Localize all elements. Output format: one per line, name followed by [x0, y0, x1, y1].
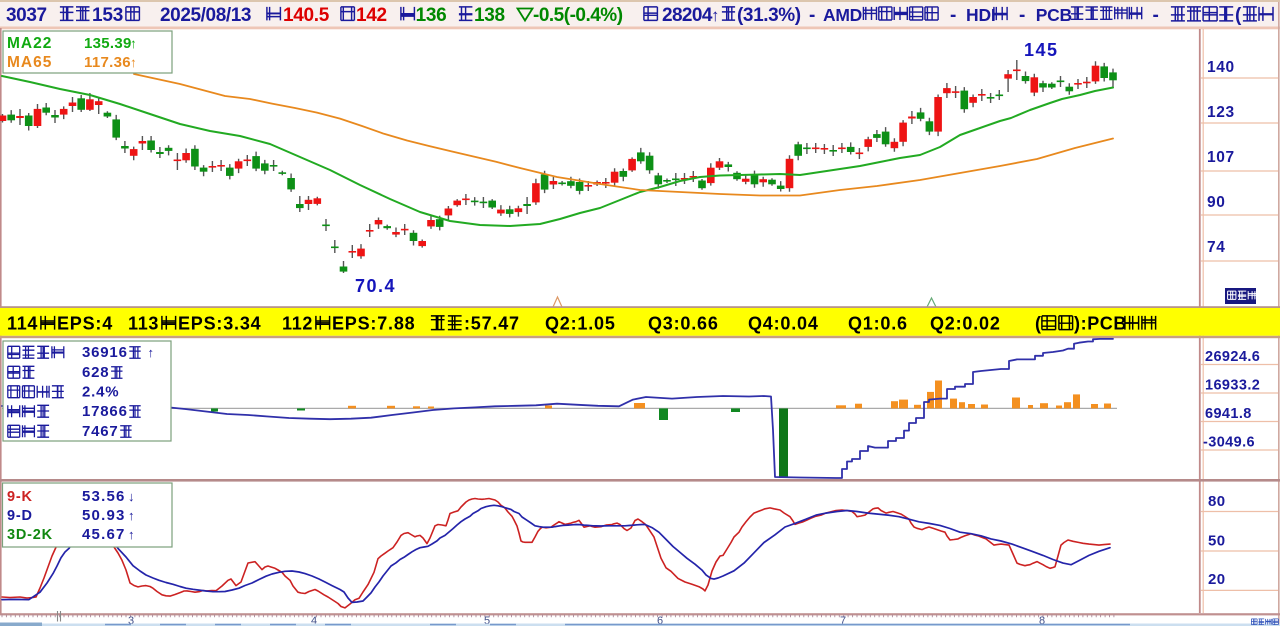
svg-text:17866: 17866: [82, 403, 128, 420]
svg-text:MA22: MA22: [7, 35, 52, 52]
svg-text:-: -: [809, 5, 815, 26]
svg-text:HDI: HDI: [966, 5, 996, 25]
svg-text:↑: ↑: [148, 345, 155, 360]
svg-text:↑: ↑: [130, 55, 137, 70]
svg-text:MA65: MA65: [7, 54, 52, 71]
svg-text:(: (: [1035, 314, 1041, 334]
svg-text:):PCB: ):PCB: [1074, 314, 1127, 334]
svg-text:50: 50: [1208, 533, 1226, 550]
svg-text:-0.5(-0.4%): -0.5(-0.4%): [533, 5, 623, 26]
svg-text:9-D: 9-D: [7, 508, 33, 524]
svg-text:4: 4: [311, 615, 317, 626]
svg-text:80: 80: [1208, 493, 1226, 510]
svg-text:↑: ↑: [130, 36, 137, 51]
svg-text:26924.6: 26924.6: [1205, 349, 1260, 365]
svg-text:Q2:0.02: Q2:0.02: [930, 314, 1001, 334]
svg-text:7467: 7467: [82, 423, 119, 440]
svg-text:45.67: 45.67: [82, 526, 126, 543]
svg-text:2025/08/13: 2025/08/13: [160, 5, 251, 26]
svg-text:136: 136: [416, 5, 447, 26]
svg-text:6: 6: [657, 615, 663, 626]
svg-text:-: -: [1153, 5, 1159, 26]
svg-text:Q3:0.66: Q3:0.66: [648, 314, 719, 334]
svg-text:↑: ↑: [711, 6, 720, 25]
svg-text:36916: 36916: [82, 344, 128, 361]
svg-text:53.56: 53.56: [82, 488, 126, 505]
svg-text:Q4:0.04: Q4:0.04: [748, 314, 819, 334]
svg-text:↑: ↑: [128, 508, 135, 523]
svg-text:113: 113: [128, 314, 159, 334]
svg-text:90: 90: [1207, 194, 1225, 211]
svg-text:↑: ↑: [128, 527, 135, 542]
svg-text:-: -: [950, 5, 956, 26]
svg-text:153: 153: [92, 5, 123, 26]
svg-text:8: 8: [1039, 615, 1045, 626]
svg-text:7: 7: [840, 615, 846, 626]
svg-text:138: 138: [474, 5, 505, 26]
svg-text:140: 140: [1207, 59, 1235, 76]
svg-text:140.5: 140.5: [283, 5, 330, 26]
svg-text:3D-2K: 3D-2K: [7, 527, 53, 543]
svg-text:5: 5: [484, 615, 490, 626]
svg-text:74: 74: [1207, 239, 1225, 256]
svg-text:145: 145: [1024, 40, 1059, 60]
svg-text:AMD: AMD: [823, 5, 862, 25]
svg-text:(: (: [1235, 5, 1242, 26]
svg-text:PCB: PCB: [1036, 5, 1072, 25]
svg-text:2.4%: 2.4%: [82, 384, 119, 401]
svg-text:EPS:7.88: EPS:7.88: [332, 314, 415, 334]
svg-text:142: 142: [356, 5, 387, 26]
svg-text::57.47: :57.47: [464, 314, 520, 334]
svg-text:6941.8: 6941.8: [1205, 406, 1252, 422]
svg-text:20: 20: [1208, 571, 1226, 588]
svg-text:3: 3: [128, 615, 134, 626]
svg-text:(31.3%): (31.3%): [737, 5, 801, 26]
svg-text:135.39: 135.39: [84, 35, 132, 52]
svg-text:123: 123: [1207, 104, 1235, 121]
svg-text:-: -: [1019, 5, 1025, 26]
svg-text:Q2:1.05: Q2:1.05: [545, 314, 616, 334]
svg-text:107: 107: [1207, 149, 1235, 166]
svg-text:EPS:4: EPS:4: [57, 314, 113, 334]
svg-text:-3049.6: -3049.6: [1203, 435, 1255, 451]
svg-text:117.36: 117.36: [84, 54, 131, 71]
svg-text:EPS:3.34: EPS:3.34: [178, 314, 261, 334]
svg-text:112: 112: [282, 314, 313, 334]
svg-text:628: 628: [82, 364, 109, 381]
svg-text:114: 114: [7, 314, 38, 334]
svg-text:9-K: 9-K: [7, 489, 33, 505]
svg-text:50.93: 50.93: [82, 507, 126, 524]
svg-text:↓: ↓: [128, 489, 135, 504]
svg-text:70.4: 70.4: [355, 276, 396, 296]
svg-text:Q1:0.6: Q1:0.6: [848, 314, 908, 334]
svg-text:28204: 28204: [662, 5, 713, 26]
svg-text:3037: 3037: [6, 5, 47, 26]
svg-text:16933.2: 16933.2: [1205, 378, 1260, 394]
